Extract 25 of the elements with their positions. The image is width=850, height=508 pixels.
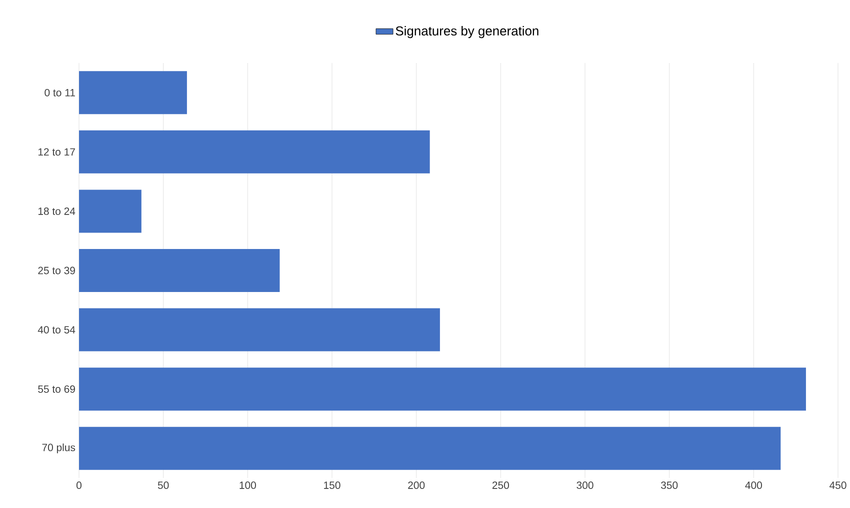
x-tick-label: 350 <box>661 482 678 489</box>
bar <box>79 71 187 114</box>
y-tick-label: 25 to 39 <box>38 266 75 274</box>
y-tick-label: 70 plus <box>42 443 76 454</box>
legend-label: Signatures by generation <box>396 26 538 38</box>
y-tick-label: 40 to 54 <box>38 326 76 334</box>
x-tick-label: 200 <box>408 482 425 489</box>
x-tick-label: 450 <box>830 482 846 489</box>
bar <box>79 249 280 292</box>
x-tick-label: 250 <box>492 482 509 489</box>
bar <box>79 368 806 411</box>
x-tick-label: 0 <box>76 482 82 489</box>
bar <box>79 130 430 174</box>
bar <box>79 308 440 352</box>
x-tick-label: 150 <box>324 482 340 489</box>
y-tick-label: 12 to 17 <box>38 148 75 156</box>
x-tick-label: 400 <box>745 482 762 489</box>
y-tick-label: 55 to 69 <box>38 385 75 393</box>
y-tick-label: 0 to 11 <box>44 88 75 96</box>
bar <box>79 426 781 470</box>
x-tick-label: 100 <box>240 482 256 489</box>
y-tick-label: 18 to 24 <box>38 208 76 215</box>
x-tick-label: 300 <box>576 482 594 489</box>
bar <box>79 190 142 233</box>
x-tick-label: 50 <box>158 482 169 489</box>
